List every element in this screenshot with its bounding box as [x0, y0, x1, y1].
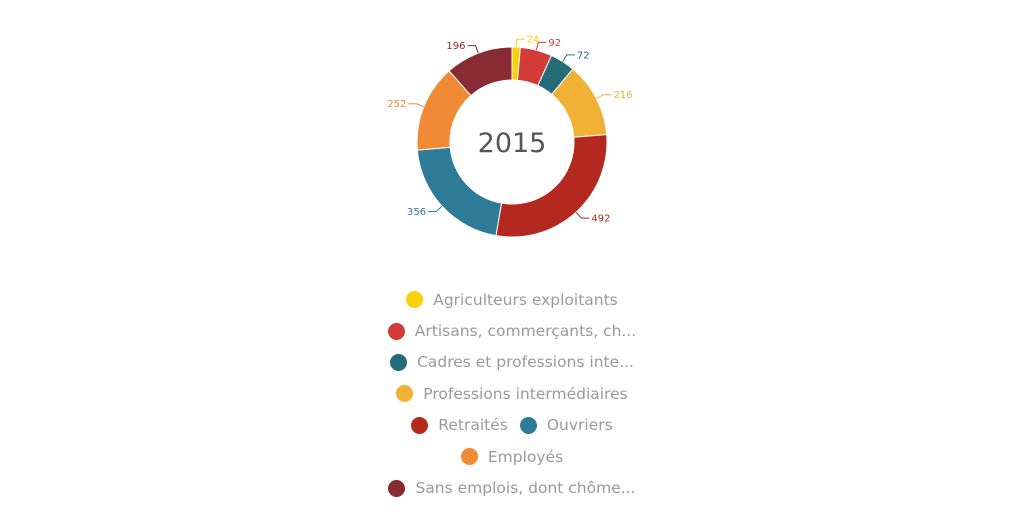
legend-row: Cadres et professions inte...: [0, 347, 1024, 378]
legend-item[interactable]: Employés: [460, 447, 564, 466]
data-label: 196: [446, 41, 465, 52]
leader-line: [575, 211, 590, 219]
legend-label: Ouvriers: [546, 416, 613, 435]
legend-color-dot-icon: [411, 416, 429, 434]
data-label: 92: [548, 38, 561, 49]
leader-line: [562, 54, 575, 62]
legend-item[interactable]: Retraités: [411, 416, 508, 434]
leader-line: [535, 41, 547, 51]
legend-label: Retraités: [438, 416, 508, 435]
data-labels: 24 92 72 216 492 356 252 196: [387, 35, 632, 225]
legend-row: Employés: [0, 441, 1024, 472]
legend-row: Agriculteurs exploitants: [0, 284, 1024, 315]
legend-label: Artisans, commerçants, ch...: [414, 322, 637, 341]
leader-line: [428, 205, 443, 213]
data-label: 356: [407, 207, 426, 218]
leader-line: [467, 45, 479, 54]
legend-item[interactable]: Artisans, commerçants, ch...: [387, 322, 637, 341]
legend-label: Professions intermédiaires: [423, 384, 628, 403]
legend-row: Professions intermédiaires: [0, 378, 1024, 409]
data-label: 492: [591, 214, 610, 225]
legend-item[interactable]: Ouvriers: [519, 416, 613, 435]
donut-slice[interactable]: [448, 46, 513, 97]
data-label: 24: [527, 35, 540, 46]
center-year-label: 2015: [478, 128, 547, 159]
legend-label: Agriculteurs exploitants: [433, 290, 618, 309]
legend-item[interactable]: Sans emplois, dont chôme...: [388, 479, 636, 498]
leader-line: [596, 94, 612, 99]
data-label: 72: [577, 50, 590, 61]
legend-item[interactable]: Cadres et professions inte...: [390, 353, 634, 371]
donut-slice[interactable]: [416, 146, 503, 237]
legend-label: Cadres et professions inte...: [417, 353, 634, 372]
data-label: 216: [614, 90, 633, 101]
legend-color-dot-icon: [388, 479, 406, 497]
leader-line: [408, 103, 424, 108]
legend-row: Artisans, commerçants, ch...: [0, 315, 1024, 346]
legend-color-dot-icon: [519, 416, 537, 434]
leader-line: [515, 38, 525, 48]
legend-color-dot-icon: [396, 385, 414, 403]
legend-item[interactable]: Professions intermédiaires: [396, 384, 628, 403]
chart-legend: Agriculteurs exploitants Artisans, commer…: [0, 284, 1024, 504]
legend-item[interactable]: Agriculteurs exploitants: [406, 291, 618, 309]
legend-color-dot-icon: [460, 448, 478, 466]
legend-row: Sans emplois, dont chôme...: [0, 472, 1024, 503]
legend-color-dot-icon: [390, 353, 408, 371]
legend-row: Retraités Ouvriers: [0, 410, 1024, 441]
donut-slices: [416, 46, 608, 238]
legend-color-dot-icon: [406, 291, 424, 309]
legend-label: Sans emplois, dont chôme...: [415, 479, 636, 498]
legend-color-dot-icon: [387, 322, 405, 340]
data-label: 252: [387, 99, 406, 110]
legend-label: Employés: [487, 447, 564, 466]
